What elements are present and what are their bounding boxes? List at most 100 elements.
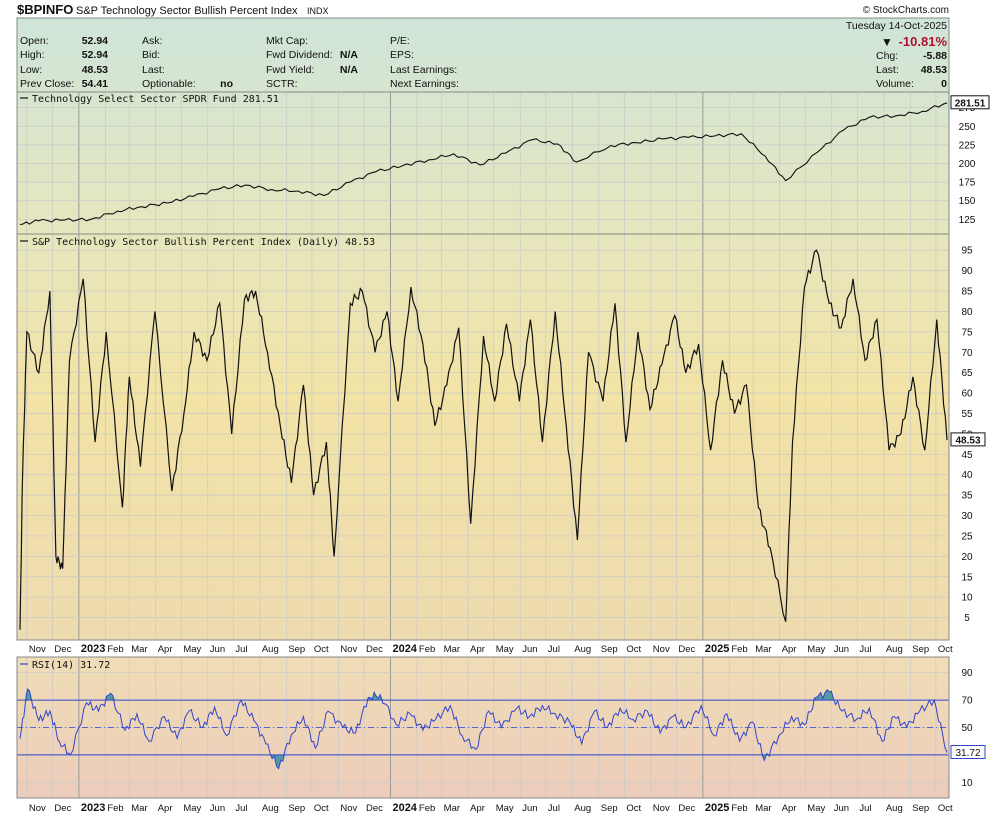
- bid-label: Bid:: [142, 49, 160, 61]
- rsi-bands: [17, 699, 949, 756]
- y-tick-label: 30: [961, 511, 973, 522]
- quote-block: Open: 52.94 High: 52.94 Low: 48.53 Prev …: [20, 20, 947, 90]
- x-tick-label: May: [496, 644, 514, 655]
- x-tick-label: Jul: [859, 644, 871, 655]
- x-tick-label: Apr: [470, 803, 485, 814]
- x-tick-label: Sep: [288, 803, 305, 814]
- prev-close-value: 54.41: [82, 78, 108, 90]
- last2-value: 48.53: [921, 64, 947, 76]
- bpi-last-value: 48.53: [955, 435, 980, 446]
- rsi-last-value: 31.72: [955, 748, 980, 759]
- x-tick-label: 2024: [392, 643, 417, 655]
- y-tick-label: 150: [959, 196, 976, 207]
- next-earnings-label: Next Earnings:: [390, 78, 459, 90]
- price-last-tag: 281.51: [950, 95, 990, 110]
- y-tick-label: 65: [961, 368, 973, 379]
- x-tick-label: Nov: [29, 644, 46, 655]
- exchange: INDX: [307, 6, 329, 16]
- y-tick-label: 5: [964, 613, 970, 624]
- y-tick-label: 175: [959, 178, 976, 189]
- x-tick-label: Aug: [886, 803, 903, 814]
- x-tick-label: Feb: [731, 803, 747, 814]
- y-tick-label: 20: [961, 552, 973, 563]
- rsi-series-line: [19, 688, 948, 770]
- pe-label: P/E:: [390, 35, 410, 47]
- x-tick-label: 2023: [81, 802, 105, 814]
- low-value: 48.53: [82, 64, 108, 76]
- rsi-x-axis-labels: Nov Dec 2023 Feb Mar Apr May Jun Jul Aug Sep Oct Nov…: [29, 802, 953, 814]
- pct-change: -10.81%: [899, 34, 948, 49]
- optionable-label: Optionable:: [142, 78, 196, 90]
- x-tick-label: Nov: [653, 644, 670, 655]
- x-tick-label: Oct: [938, 644, 953, 655]
- x-tick-label: Nov: [340, 644, 357, 655]
- x-tick-label: Mar: [444, 803, 460, 814]
- volume-value: 0: [941, 78, 947, 90]
- x-tick-label: Dec: [366, 644, 383, 655]
- y-tick-label: 75: [961, 327, 973, 338]
- y-tick-label: 55: [961, 409, 973, 420]
- high-label: High:: [20, 49, 45, 61]
- low-label: Low:: [20, 64, 42, 76]
- x-tick-label: Sep: [912, 644, 929, 655]
- y-tick-label: 70: [961, 696, 973, 707]
- last2-label: Last:: [876, 64, 899, 76]
- rsi-panel-border: [16, 656, 950, 799]
- y-tick-label: 250: [959, 122, 976, 133]
- x-tick-label: Apr: [782, 803, 797, 814]
- x-tick-label: Dec: [54, 644, 71, 655]
- watermark: © StockCharts.com: [863, 5, 949, 16]
- x-tick-label: Nov: [29, 803, 46, 814]
- x-tick-label: Mar: [755, 644, 771, 655]
- rsi-last-tag: 31.72: [950, 745, 986, 759]
- last-earnings-label: Last Earnings:: [390, 64, 457, 76]
- x-tick-label: Apr: [470, 644, 485, 655]
- sctr-label: SCTR:: [266, 78, 298, 90]
- x-tick-label: Jul: [548, 644, 560, 655]
- price-panel-grid: [17, 92, 949, 234]
- rsi-panel-legend: RSI(14) 31.72: [20, 660, 110, 671]
- chg-value: -5.88: [923, 50, 947, 62]
- x-tick-label: Sep: [288, 644, 305, 655]
- price-panel-title: Technology Select Sector SPDR Fund 281.5…: [32, 94, 279, 105]
- instrument-name: S&P Technology Sector Bullish Percent In…: [76, 5, 298, 17]
- y-tick-label: 60: [961, 389, 973, 400]
- price-series-line: [19, 102, 948, 226]
- x-tick-label: Jul: [859, 803, 871, 814]
- x-tick-label: Jun: [210, 644, 225, 655]
- price-last-tag-box: [950, 95, 990, 110]
- x-tick-label: 2024: [392, 802, 417, 814]
- y-tick-label: 90: [961, 668, 973, 679]
- x-tick-label: Jul: [548, 803, 560, 814]
- x-tick-label: Jun: [834, 644, 849, 655]
- x-tick-label: Sep: [601, 644, 618, 655]
- bpi-panel-title: S&P Technology Sector Bullish Percent In…: [32, 237, 375, 248]
- high-value: 52.94: [82, 49, 108, 61]
- prev-close-label: Prev Close:: [20, 78, 74, 90]
- rsi-last-tag-box: [950, 745, 986, 759]
- x-tick-label: Jul: [235, 644, 247, 655]
- x-tick-label: Dec: [366, 803, 383, 814]
- y-tick-label: 10: [961, 778, 973, 789]
- y-tick-label: 70: [961, 348, 973, 359]
- x-tick-label: Dec: [678, 644, 695, 655]
- x-tick-label: Sep: [601, 803, 618, 814]
- x-tick-label: Nov: [653, 803, 670, 814]
- y-tick-label: 15: [961, 572, 973, 583]
- x-tick-label: May: [496, 803, 514, 814]
- x-tick-label: Feb: [419, 803, 435, 814]
- x-tick-label: May: [183, 644, 201, 655]
- x-tick-label: Aug: [574, 644, 591, 655]
- open-label: Open:: [20, 35, 49, 47]
- main-x-axis-labels: Nov Dec 2023 Feb Mar Apr May Jun Jul Aug Sep Oct Nov…: [29, 643, 953, 655]
- x-tick-label: May: [807, 803, 825, 814]
- x-tick-label: 2025: [705, 802, 729, 814]
- x-tick-label: Dec: [54, 803, 71, 814]
- symbol: $BPINFO: [17, 2, 73, 17]
- x-tick-label: Mar: [444, 644, 460, 655]
- bpi-series-line: [19, 249, 948, 630]
- x-tick-label: Oct: [626, 644, 641, 655]
- x-tick-label: Oct: [626, 803, 641, 814]
- x-tick-label: Sep: [912, 803, 929, 814]
